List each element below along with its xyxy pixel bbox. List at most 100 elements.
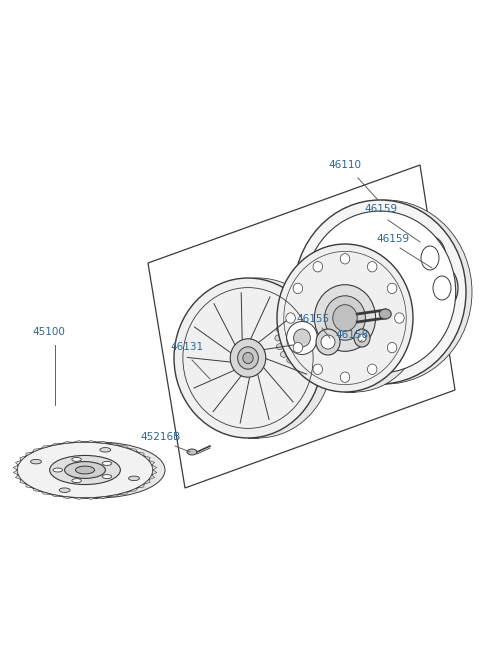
Ellipse shape: [314, 285, 376, 351]
Ellipse shape: [102, 475, 112, 479]
Ellipse shape: [294, 329, 311, 347]
Ellipse shape: [102, 462, 112, 465]
Ellipse shape: [184, 278, 332, 438]
Ellipse shape: [414, 236, 446, 280]
Ellipse shape: [295, 310, 301, 316]
Polygon shape: [149, 475, 155, 479]
Polygon shape: [15, 460, 21, 465]
Text: 46131: 46131: [170, 342, 203, 352]
Text: 46159: 46159: [376, 234, 409, 244]
Ellipse shape: [275, 335, 282, 341]
Ellipse shape: [395, 313, 404, 323]
Ellipse shape: [421, 246, 439, 270]
Ellipse shape: [129, 476, 140, 481]
Polygon shape: [137, 452, 144, 456]
Polygon shape: [51, 443, 62, 446]
Ellipse shape: [274, 308, 330, 368]
Ellipse shape: [304, 211, 456, 373]
Ellipse shape: [433, 276, 451, 300]
Ellipse shape: [323, 335, 329, 341]
Ellipse shape: [293, 283, 303, 293]
Text: 46110: 46110: [328, 160, 361, 170]
Ellipse shape: [311, 313, 317, 319]
Ellipse shape: [321, 335, 335, 349]
Polygon shape: [33, 449, 41, 452]
Ellipse shape: [387, 343, 397, 353]
Polygon shape: [62, 496, 73, 498]
Ellipse shape: [230, 339, 266, 377]
Ellipse shape: [340, 253, 350, 264]
Polygon shape: [144, 479, 150, 484]
Ellipse shape: [100, 447, 111, 452]
Ellipse shape: [280, 318, 287, 325]
Ellipse shape: [311, 357, 317, 363]
Text: 46159: 46159: [364, 204, 397, 214]
Ellipse shape: [72, 457, 81, 461]
Polygon shape: [26, 484, 33, 488]
Polygon shape: [73, 498, 85, 499]
Ellipse shape: [75, 466, 95, 474]
Polygon shape: [97, 441, 108, 443]
Ellipse shape: [65, 462, 106, 478]
Ellipse shape: [368, 261, 377, 272]
Polygon shape: [41, 446, 51, 449]
Polygon shape: [73, 441, 85, 442]
Polygon shape: [97, 496, 108, 498]
Polygon shape: [33, 488, 41, 491]
Ellipse shape: [321, 344, 328, 350]
Ellipse shape: [72, 479, 81, 483]
Ellipse shape: [202, 386, 218, 404]
Ellipse shape: [313, 261, 323, 272]
Ellipse shape: [31, 459, 41, 464]
Ellipse shape: [303, 360, 310, 366]
Ellipse shape: [49, 455, 120, 485]
Polygon shape: [62, 441, 73, 443]
Ellipse shape: [313, 364, 323, 375]
Ellipse shape: [187, 449, 197, 455]
Polygon shape: [144, 456, 150, 460]
Ellipse shape: [340, 372, 350, 383]
Ellipse shape: [17, 442, 153, 498]
Polygon shape: [152, 470, 157, 475]
Ellipse shape: [276, 344, 283, 350]
Polygon shape: [129, 488, 137, 491]
Ellipse shape: [238, 346, 258, 369]
Polygon shape: [15, 475, 21, 479]
Ellipse shape: [286, 313, 295, 323]
Ellipse shape: [379, 309, 391, 319]
Polygon shape: [85, 498, 97, 499]
Ellipse shape: [276, 326, 283, 332]
Ellipse shape: [53, 468, 62, 472]
Polygon shape: [129, 449, 137, 452]
Text: 46155: 46155: [296, 314, 329, 324]
Polygon shape: [149, 460, 155, 465]
Polygon shape: [51, 495, 62, 496]
Polygon shape: [20, 479, 26, 484]
Ellipse shape: [324, 296, 365, 340]
Ellipse shape: [243, 352, 253, 364]
Ellipse shape: [354, 329, 370, 347]
Ellipse shape: [333, 305, 357, 331]
Ellipse shape: [287, 357, 293, 363]
Ellipse shape: [358, 334, 366, 342]
Ellipse shape: [368, 364, 377, 375]
Ellipse shape: [293, 343, 303, 353]
Polygon shape: [152, 465, 157, 470]
Ellipse shape: [29, 442, 165, 498]
Ellipse shape: [317, 351, 324, 358]
Polygon shape: [41, 491, 51, 495]
Ellipse shape: [295, 360, 301, 366]
Ellipse shape: [277, 244, 413, 392]
Ellipse shape: [294, 200, 466, 384]
Ellipse shape: [316, 329, 340, 355]
Ellipse shape: [280, 351, 287, 358]
Ellipse shape: [317, 318, 324, 325]
Ellipse shape: [287, 322, 317, 354]
Polygon shape: [85, 441, 97, 442]
Ellipse shape: [174, 278, 322, 438]
Ellipse shape: [287, 244, 423, 392]
Ellipse shape: [300, 200, 472, 384]
Ellipse shape: [426, 266, 458, 310]
Polygon shape: [26, 452, 33, 456]
Text: 45100: 45100: [32, 327, 65, 337]
